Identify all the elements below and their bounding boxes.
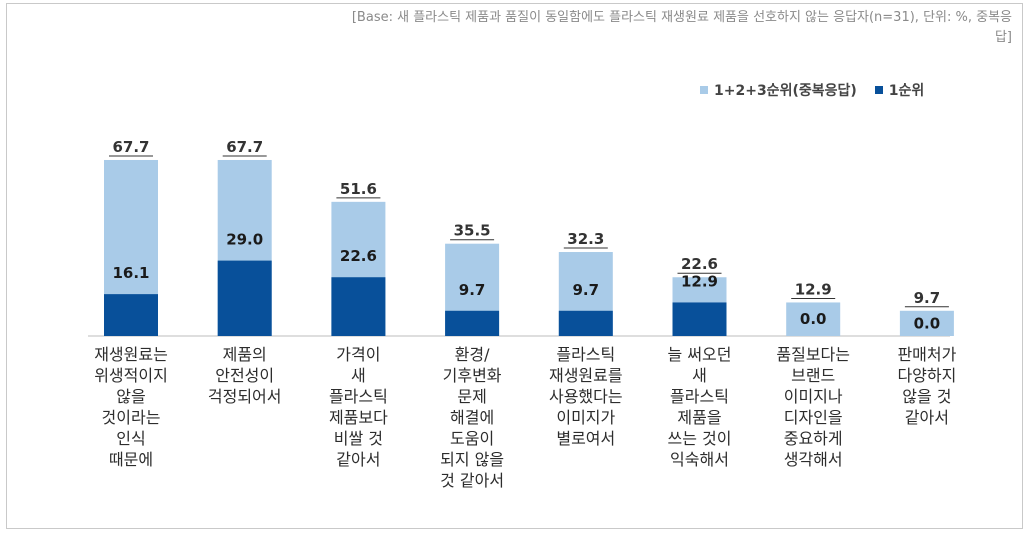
data-label-total-5: 22.6 (681, 255, 718, 273)
category-label-5: 늘 써오던 새 플라스틱 제품을 쓰는 것이 익숙해서 (667, 345, 732, 469)
bar-first-5 (672, 302, 727, 336)
bar-first-1 (217, 260, 272, 336)
bar-first-3 (445, 310, 500, 336)
legend-label-first: 1순위 (888, 83, 925, 99)
data-label-first-0: 16.1 (112, 264, 149, 282)
legend-label-total: 1+2+3순위(중복응답) (714, 83, 857, 99)
data-label-first-5: 12.9 (681, 272, 718, 290)
data-label-total-6: 12.9 (795, 280, 832, 298)
data-label-first-4: 9.7 (573, 281, 600, 299)
legend-item-total: 1+2+3순위(중복응답) (700, 80, 857, 100)
category-label-6: 품질보다는 브랜드 이미지나 디자인을 중요하게 생각해서 (776, 345, 850, 469)
bar-first-4 (558, 310, 613, 336)
bar-total-7 (899, 310, 954, 336)
category-label-3: 환경/ 기후변화 문제 해결에 도움이 되지 않을 것 같아서 (440, 345, 505, 490)
legend: 1+2+3순위(중복응답) 1순위 (700, 80, 942, 100)
data-label-first-1: 29.0 (226, 231, 263, 249)
data-label-total-1: 67.7 (226, 138, 263, 156)
category-label-7: 판매처가 다양하지 않을 것 같아서 (897, 345, 957, 427)
data-label-total-0: 67.7 (112, 138, 149, 156)
bar-total-6 (786, 302, 841, 336)
data-label-first-6: 0.0 (800, 310, 827, 328)
category-label-1: 제품의 안전성이 걱정되어서 (207, 345, 282, 406)
chart-frame (6, 3, 1023, 529)
data-label-total-4: 32.3 (567, 230, 604, 248)
legend-swatch-light (700, 86, 708, 94)
bar-first-0 (104, 294, 158, 336)
data-label-total-3: 35.5 (454, 222, 491, 240)
bar-first-2 (331, 277, 386, 336)
category-label-2: 가격이 새 플라스틱 제품보다 비쌀 것 같아서 (328, 345, 388, 469)
category-label-4: 플라스틱 재생원료를 사용했다는 이미지가 별로여서 (548, 345, 623, 448)
data-label-first-2: 22.6 (340, 247, 377, 265)
legend-item-first: 1순위 (874, 80, 925, 100)
data-label-first-7: 0.0 (914, 314, 941, 332)
data-label-total-2: 51.6 (340, 180, 377, 198)
legend-swatch-dark (874, 86, 883, 94)
data-label-total-7: 9.7 (914, 289, 941, 307)
category-label-0: 재생원료는 위생적이지 않을 것이라는 인식 때문에 (94, 345, 168, 469)
data-label-first-3: 9.7 (459, 281, 486, 299)
base-note: [Base: 새 플라스틱 제품과 품질이 동일함에도 플라스틱 재생원료 제품… (351, 10, 1012, 45)
